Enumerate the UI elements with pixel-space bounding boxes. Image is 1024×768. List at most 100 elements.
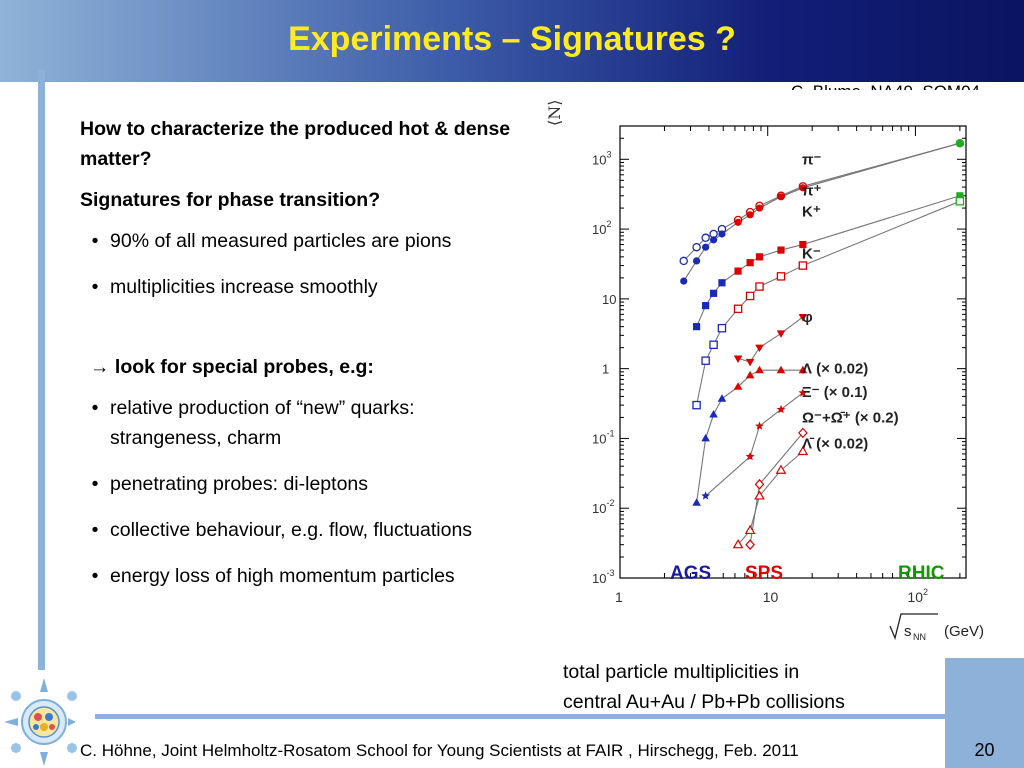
list-item: • penetrating probes: di-leptons [80, 469, 520, 499]
left-accent-bar [38, 70, 45, 670]
data-point [718, 230, 726, 238]
data-point [956, 192, 964, 200]
y-tick-exponent: 3 [606, 149, 611, 159]
data-point [755, 344, 764, 353]
data-point [798, 261, 808, 270]
data-point [776, 365, 786, 374]
data-point [754, 490, 765, 500]
bullet-text: energy loss of high momentum particles [110, 565, 455, 587]
region-label-sps: SPS [745, 563, 783, 584]
data-point [717, 394, 727, 402]
legend-entry: K⁺ [802, 203, 821, 220]
slide-content: How to characterize the produced hot & d… [80, 114, 520, 607]
legend-entry: Λ (× 0.02) [802, 361, 868, 378]
bullet-text: multiplicities increase smoothly [110, 276, 378, 298]
data-point [733, 355, 743, 363]
y-axis-label: ⟨N⟩ [545, 100, 564, 126]
caption-line-2: central Au+Au / Pb+Pb collisions [563, 691, 845, 713]
data-point [746, 211, 754, 219]
data-point [717, 323, 727, 333]
title-bar [0, 0, 1024, 82]
data-point [732, 538, 744, 549]
x-axis-label: s NN (GeV) [889, 613, 984, 642]
data-point [955, 197, 965, 206]
data-point [701, 491, 710, 500]
data-point [709, 289, 718, 297]
x-axis-label-unit: (GeV) [944, 623, 984, 640]
data-point [799, 184, 807, 192]
region-label-ags: AGS [670, 563, 711, 584]
data-point [775, 464, 787, 474]
list-item: • multiplicities increase smoothly [80, 272, 520, 302]
page-number-box [945, 658, 1024, 768]
data-point [701, 233, 710, 243]
data-point [754, 478, 765, 490]
data-point [734, 218, 742, 226]
legend-entry: Λ̄ (× 0.02) [802, 435, 868, 452]
x-axis-label-subscript: NN [913, 632, 926, 642]
legend-entry: π⁺ [802, 182, 821, 199]
legend-entry: Ω⁻+Ω̄⁺ (× 0.2) [802, 409, 899, 426]
data-point [776, 272, 786, 281]
x-tick-label: 10 [763, 589, 779, 605]
x-tick-label: 1 [615, 589, 623, 605]
data-point [709, 340, 718, 350]
data-point [692, 400, 701, 410]
data-point [776, 404, 786, 414]
y-tick-exponent: -2 [606, 498, 614, 508]
data-point [799, 240, 807, 249]
plot-frame [619, 125, 967, 579]
data-point [692, 242, 701, 252]
data-point [701, 433, 710, 442]
data-point [679, 256, 688, 266]
data-point [797, 445, 809, 456]
bullet-marker: • [91, 230, 99, 252]
data-point [709, 236, 718, 244]
data-point [798, 313, 808, 322]
data-point [755, 204, 764, 212]
data-point [734, 267, 742, 275]
list-item: • 90% of all measured particles are pions [80, 226, 520, 256]
bullet-text: 90% of all measured particles are pions [110, 230, 452, 252]
data-point [755, 421, 764, 430]
y-tick-exponent: 2 [606, 219, 611, 229]
legend-entry: φ [802, 309, 813, 326]
question-characterize: How to characterize the produced hot & d… [80, 118, 511, 170]
x-axis-label-var: s [904, 623, 912, 640]
bottom-accent-bar [95, 714, 945, 719]
fair-school-logo [4, 678, 77, 766]
data-point [745, 452, 755, 461]
bullet-marker: • [91, 519, 99, 541]
data-point [692, 323, 701, 331]
list-item: • energy loss of high momentum particles [80, 561, 520, 591]
y-tick-exponent: -1 [606, 428, 614, 438]
figure-caption: total particle multiplicities in central… [563, 657, 845, 717]
data-point [733, 304, 743, 314]
bullet-text: penetrating probes: di-leptons [110, 473, 369, 495]
data-point [798, 388, 808, 397]
data-point [744, 524, 756, 535]
data-point [692, 257, 701, 265]
data-point [702, 243, 710, 251]
data-point [755, 253, 764, 261]
data-point [776, 330, 786, 338]
page-number: 20 [974, 740, 995, 760]
list-item: • relative production of “new” quarks: st… [80, 393, 520, 453]
question-phase-transition: Signatures for phase transition? [80, 189, 381, 211]
data-point [701, 356, 710, 365]
data-point [692, 498, 701, 506]
data-point [745, 370, 755, 379]
bullet-marker: • [91, 397, 99, 419]
legend-entry: Ξ⁻ (× 0.1) [802, 384, 868, 401]
x-tick-exponent: 2 [923, 587, 928, 597]
data-point [680, 277, 688, 285]
legend-entry: K⁻ [802, 245, 821, 262]
slide-title: Experiments – Signatures ? [288, 20, 736, 58]
legend-entry: π⁻ [802, 151, 821, 168]
data-point [745, 539, 755, 551]
bullet-marker: • [91, 276, 99, 298]
data-point [746, 259, 754, 267]
y-tick-label: 1 [602, 362, 609, 377]
data-point [755, 282, 764, 291]
